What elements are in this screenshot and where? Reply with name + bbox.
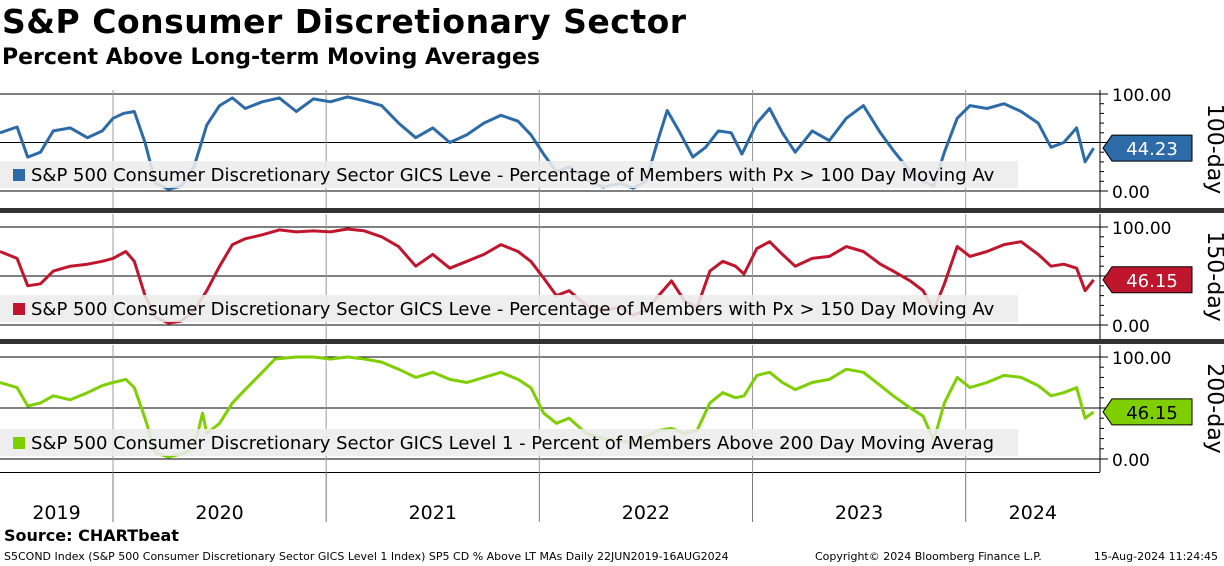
source-note: Source: CHARTbeat (4, 526, 179, 545)
footer-timestamp: 15-Aug-2024 11:24:45 (1093, 550, 1218, 563)
y-tick-label: 0.00 (1112, 317, 1150, 337)
y-tick-label: 0.00 (1112, 451, 1150, 471)
legend-label: S&P 500 Consumer Discretionary Sector GI… (31, 299, 995, 320)
panel-side-label: 150-day (1202, 231, 1224, 321)
x-tick-label: 2023 (835, 502, 883, 524)
legend-swatch (13, 169, 25, 181)
y-tick-label: 100.00 (1112, 349, 1171, 369)
y-tick-label: 0.00 (1112, 183, 1150, 203)
footer-index-info: S5COND Index (S&P 500 Consumer Discretio… (4, 550, 729, 563)
last-value-tag (1102, 266, 1193, 294)
panel-side-label: 200-day (1202, 363, 1224, 453)
x-tick-label: 2024 (1009, 502, 1057, 524)
legend-swatch (13, 437, 25, 449)
series-line (0, 227, 1095, 325)
x-tick-label: 2022 (622, 502, 670, 524)
chart-subtitle: Percent Above Long-term Moving Averages (2, 45, 540, 70)
last-value-label: 46.15 (1126, 271, 1178, 292)
panel-separator (0, 208, 1224, 213)
x-axis: 2019 2020 2021 2022 2023 2024 (32, 472, 1057, 524)
chart-title: S&P Consumer Discretionary Sector (2, 2, 687, 41)
legend-box (0, 295, 1018, 322)
x-tick-label: 2019 (32, 502, 80, 524)
last-value-tag (1102, 134, 1193, 162)
y-tick-label: 100.00 (1112, 219, 1171, 239)
x-tick-label: 2020 (195, 502, 243, 524)
last-value-tag (1102, 398, 1193, 426)
last-value-label: 44.23 (1126, 139, 1178, 160)
x-tick-label: 2021 (409, 502, 457, 524)
legend-swatch (13, 303, 25, 315)
panel-side-label: 100-day (1202, 104, 1224, 194)
series-line (0, 355, 1095, 459)
panels-group: 100.00 0.00 100-day S&P 500 Consumer Discre… (0, 86, 1224, 473)
x-axis-line (0, 472, 1100, 473)
legend-label: S&P 500 Consumer Discretionary Sector GI… (31, 433, 994, 454)
panel-1: 100.00 0.00 100-day S&P 500 Consumer Discre… (0, 86, 1224, 208)
panel-2: 100.00 0.00 150-day S&P 500 Consumer Discre… (0, 214, 1224, 339)
panel-3: 100.00 0.00 200-day S&P 500 Consumer Discre… (0, 345, 1224, 472)
y-tick-label: 100.00 (1112, 86, 1171, 106)
legend-box (0, 429, 1018, 456)
panel-separator (0, 339, 1224, 344)
footer-copyright: Copyright© 2024 Bloomberg Finance L.P. (815, 550, 1042, 563)
last-value-label: 46.15 (1126, 403, 1178, 424)
legend-box (0, 161, 1018, 188)
legend-label: S&P 500 Consumer Discretionary Sector GI… (31, 165, 995, 186)
